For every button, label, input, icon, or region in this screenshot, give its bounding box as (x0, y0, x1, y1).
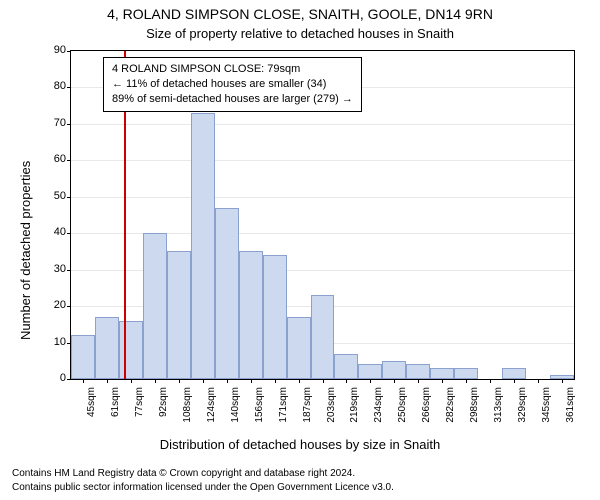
chart-title: 4, ROLAND SIMPSON CLOSE, SNAITH, GOOLE, … (0, 6, 600, 22)
bar (191, 113, 215, 379)
bar (263, 255, 287, 379)
bar (71, 335, 95, 379)
bar (406, 364, 430, 379)
y-tick-label: 40 (0, 226, 66, 238)
x-tick-label: 45sqm (86, 387, 97, 417)
info-box-line3: 89% of semi-detached houses are larger (… (112, 92, 353, 107)
chart-subtitle: Size of property relative to detached ho… (0, 26, 600, 41)
x-tick-label: 124sqm (206, 387, 217, 423)
x-tick-label: 140sqm (230, 387, 241, 423)
chart-container: 4, ROLAND SIMPSON CLOSE, SNAITH, GOOLE, … (0, 0, 600, 500)
x-tick-label: 234sqm (373, 387, 384, 423)
y-tick-label: 20 (0, 299, 66, 311)
x-axis-label: Distribution of detached houses by size … (0, 437, 600, 452)
bar (143, 233, 167, 379)
x-tick-label: 219sqm (349, 387, 360, 423)
y-tick-label: 70 (0, 117, 66, 129)
x-tick-label: 298sqm (469, 387, 480, 423)
y-tick-label: 80 (0, 80, 66, 92)
x-tick-label: 187sqm (302, 387, 313, 423)
bar (430, 368, 454, 379)
info-box: 4 ROLAND SIMPSON CLOSE: 79sqm ← 11% of d… (103, 57, 362, 112)
plot-area: 4 ROLAND SIMPSON CLOSE: 79sqm ← 11% of d… (70, 50, 575, 380)
bar (358, 364, 382, 379)
y-tick-label: 0 (0, 372, 66, 384)
x-tick-label: 171sqm (278, 387, 289, 423)
bar (311, 295, 335, 379)
x-tick-label: 345sqm (541, 387, 552, 423)
bar (167, 251, 191, 379)
bar (215, 208, 239, 379)
x-tick-label: 61sqm (110, 387, 121, 417)
info-box-line1: 4 ROLAND SIMPSON CLOSE: 79sqm (112, 62, 353, 77)
bar (239, 251, 263, 379)
bar (95, 317, 119, 379)
bar (454, 368, 478, 379)
x-tick-label: 203sqm (326, 387, 337, 423)
footer-line2: Contains public sector information licen… (12, 481, 394, 495)
x-tick-label: 250sqm (397, 387, 408, 423)
x-tick-label: 266sqm (421, 387, 432, 423)
x-axis-ticks: 45sqm 61sqm 77sqm 92sqm 108sqm 124sqm 140sqm 15… (70, 383, 575, 443)
info-box-line2: ← 11% of detached houses are smaller (34… (112, 77, 353, 92)
bar (502, 368, 526, 379)
x-tick-label: 329sqm (517, 387, 528, 423)
bar (334, 354, 358, 380)
y-tick-label: 30 (0, 263, 66, 275)
bar (287, 317, 311, 379)
bar (382, 361, 406, 379)
y-axis-label: Number of detached properties (18, 161, 33, 340)
x-tick-label: 156sqm (254, 387, 265, 423)
x-tick-label: 77sqm (134, 387, 145, 417)
y-tick-label: 90 (0, 44, 66, 56)
bar (119, 321, 143, 379)
y-tick-label: 10 (0, 336, 66, 348)
y-tick-label: 60 (0, 153, 66, 165)
x-tick-label: 108sqm (182, 387, 193, 423)
x-tick-label: 361sqm (565, 387, 576, 423)
footer-attribution: Contains HM Land Registry data © Crown c… (12, 467, 394, 494)
y-tick-label: 50 (0, 190, 66, 202)
footer-line1: Contains HM Land Registry data © Crown c… (12, 467, 394, 481)
x-tick-label: 282sqm (445, 387, 456, 423)
x-tick-label: 92sqm (158, 387, 169, 417)
x-tick-label: 313sqm (493, 387, 504, 423)
